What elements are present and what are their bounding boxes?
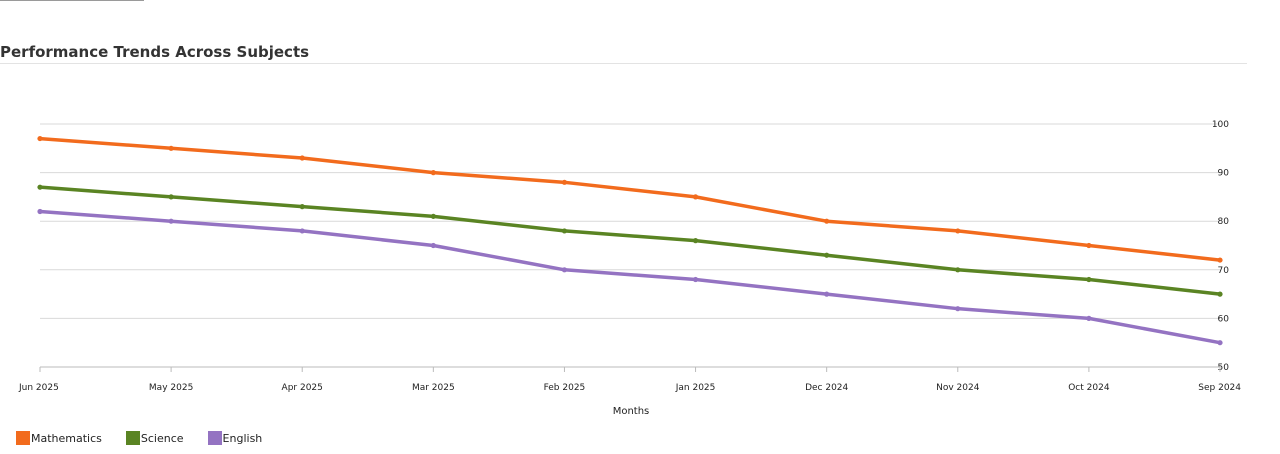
data-point-science: [168, 194, 174, 200]
legend-label: Mathematics: [31, 431, 102, 445]
y-tick-label: 90: [1218, 169, 1230, 179]
data-point-mathematics: [1217, 257, 1223, 263]
legend-label: Science: [140, 431, 184, 445]
title-divider: [0, 63, 1247, 64]
data-point-english: [1086, 315, 1092, 321]
x-tick-label: Dec 2024: [805, 383, 848, 393]
legend: Mathematics Science English: [16, 431, 286, 445]
data-point-science: [561, 228, 568, 234]
data-point-science: [1217, 291, 1223, 297]
data-point-mathematics: [299, 155, 305, 161]
data-point-english: [37, 208, 43, 215]
y-tick-label: 60: [1218, 314, 1230, 324]
top-divider: [0, 0, 144, 1]
x-tick-label: Feb 2025: [544, 383, 586, 393]
data-point-english: [561, 267, 568, 273]
data-point-english: [692, 276, 699, 283]
data-point-science: [37, 184, 43, 190]
y-tick-label: 50: [1218, 363, 1230, 373]
data-point-science: [1086, 276, 1092, 283]
data-point-mathematics: [37, 135, 43, 142]
data-point-english: [168, 218, 174, 224]
y-tick-label: 70: [1218, 266, 1230, 276]
x-tick-label: Jan 2025: [675, 383, 716, 393]
gridlines: [40, 123, 1220, 368]
data-point-science: [299, 204, 305, 210]
y-tick-label: 100: [1212, 120, 1229, 130]
data-point-english: [430, 242, 436, 249]
legend-item-science: Science: [125, 431, 184, 445]
series-line-science: [38, 185, 1222, 296]
data-point-mathematics: [168, 145, 174, 151]
x-tick-label: Nov 2024: [936, 383, 980, 393]
y-tick-label: 80: [1218, 217, 1230, 227]
data-point-science: [824, 252, 830, 258]
legend-swatch: [207, 431, 222, 445]
data-point-english: [1217, 340, 1223, 346]
chart-title: Performance Trends Across Subjects: [0, 43, 310, 61]
legend-item-mathematics: Mathematics: [16, 431, 102, 445]
legend-swatch: [125, 431, 140, 445]
data-point-english: [824, 291, 830, 297]
data-point-mathematics: [955, 228, 961, 234]
data-point-science: [692, 238, 699, 244]
x-tick-label: May 2025: [149, 383, 193, 393]
series-line-mathematics: [38, 136, 1222, 262]
data-point-mathematics: [561, 179, 568, 185]
data-point-mathematics: [692, 194, 699, 200]
data-point-english: [299, 228, 305, 234]
x-tick-label: Mar 2025: [412, 383, 455, 393]
data-point-mathematics: [1086, 242, 1092, 249]
x-axis-label: Months: [613, 406, 650, 417]
data-point-mathematics: [430, 170, 436, 176]
x-tick-label: Sep 2024: [1198, 383, 1241, 393]
series-lines: [37, 135, 1223, 346]
data-point-science: [430, 213, 436, 219]
series-line-english: [38, 209, 1222, 345]
x-tick-label: Jun 2025: [18, 383, 59, 393]
axes: 50 60 70 80 90 100 Jun 2025 May 2025 Apr 2025 Mar…: [18, 120, 1241, 393]
x-tick-label: Oct 2024: [1068, 383, 1110, 393]
legend-label: English: [222, 431, 263, 445]
legend-swatch: [16, 431, 30, 445]
x-tick-label: Apr 2025: [282, 383, 323, 393]
data-point-science: [955, 267, 961, 273]
legend-item-english: English: [207, 431, 263, 445]
data-point-mathematics: [824, 218, 830, 224]
data-point-english: [955, 306, 961, 312]
